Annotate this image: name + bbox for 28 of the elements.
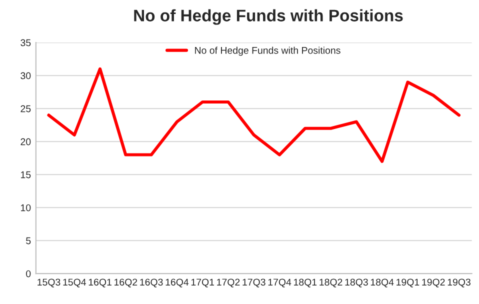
x-tick-label: 16Q3	[140, 278, 163, 288]
chart-title: No of Hedge Funds with Positions	[134, 9, 403, 25]
x-tick-label: 16Q2	[114, 278, 138, 288]
y-tick-label: 15	[20, 171, 31, 178]
y-tick-label: 5	[26, 237, 31, 244]
y-tick-label: 20	[20, 138, 31, 146]
x-tick-label: 19Q1	[396, 278, 420, 288]
legend-label: No of Hedge Funds with Positions	[195, 46, 340, 56]
y-tick-label: 0	[26, 270, 31, 278]
x-tick-label: 15Q4	[63, 278, 86, 288]
x-tick-label: 17Q2	[217, 278, 240, 288]
x-tick-label: 16Q4	[166, 278, 189, 288]
x-tick-label: 15Q3	[38, 278, 60, 288]
x-tick-label: 18Q1	[294, 278, 317, 288]
y-tick-label: 25	[20, 105, 31, 112]
x-tick-label: 17Q3	[242, 278, 266, 288]
x-tick-label: 16Q1	[88, 278, 112, 288]
x-tick-label: 19Q2	[422, 278, 445, 288]
y-tick-label: 35	[20, 39, 31, 46]
line-series	[47, 67, 461, 163]
y-tick-label: 10	[20, 204, 31, 212]
y-tick-label: 30	[20, 72, 31, 80]
x-tick-label: 19Q3	[448, 278, 470, 288]
x-tick-label: 18Q4	[370, 278, 394, 288]
x-tick-label: 18Q2	[320, 278, 342, 288]
x-tick-label: 17Q4	[268, 278, 292, 288]
x-tick-label: 18Q3	[345, 278, 368, 288]
x-tick-label: 17Q1	[191, 278, 214, 288]
